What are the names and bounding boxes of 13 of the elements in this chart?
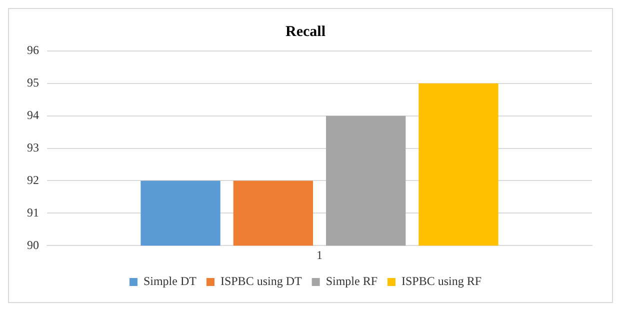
y-tick-label: 94 <box>27 108 39 122</box>
y-tick-label: 96 <box>27 43 39 58</box>
y-tick-label: 93 <box>27 140 39 154</box>
y-tick-label: 95 <box>27 76 39 90</box>
legend-label: Simple RF <box>326 274 378 288</box>
y-tick-label: 90 <box>27 238 39 252</box>
chart-title: Recall <box>286 24 326 40</box>
y-tick-label: 92 <box>27 172 39 187</box>
x-tick-label: 1 <box>316 248 322 262</box>
y-tick-label: 91 <box>27 205 39 220</box>
legend-label: ISPBC using DT <box>220 274 302 288</box>
legend-label: ISPBC using RF <box>402 274 482 288</box>
legend-label: Simple DT <box>143 274 198 288</box>
